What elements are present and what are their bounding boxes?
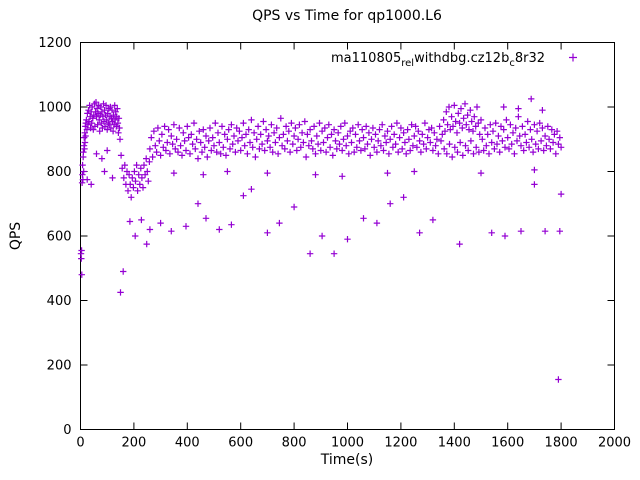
- chart-title: QPS vs Time for qp1000.L6: [252, 8, 442, 24]
- x-axis-label: Time(s): [320, 452, 374, 468]
- scatter-points: [77, 95, 565, 383]
- x-tick-label: 0: [76, 436, 84, 451]
- y-tick-labels: 0 200 400 600 800 1000 1200: [38, 36, 71, 438]
- y-tick-label: 800: [47, 165, 72, 180]
- axis-ticks: [80, 42, 615, 430]
- y-tick-label: 200: [47, 359, 72, 374]
- x-tick-label: 1600: [491, 436, 524, 451]
- x-tick-label: 1000: [331, 436, 364, 451]
- x-tick-label: 1200: [384, 436, 417, 451]
- x-tick-label: 2000: [598, 436, 631, 451]
- legend-label: ma110805relwithdbg.cz12bc8r32: [331, 51, 545, 69]
- x-tick-labels: 0 200 400 600 800 1000 1200 1400 1600 1800 2000: [76, 436, 631, 451]
- y-axis-label: QPS: [8, 221, 24, 251]
- y-tick-label: 400: [47, 294, 72, 309]
- x-tick-label: 200: [121, 436, 146, 451]
- legend: ma110805relwithdbg.cz12bc8r32: [331, 51, 577, 69]
- x-tick-label: 600: [228, 436, 253, 451]
- y-tick-label: 0: [63, 423, 71, 438]
- x-tick-label: 400: [175, 436, 200, 451]
- legend-marker-icon: [569, 53, 577, 62]
- y-tick-label: 600: [47, 230, 72, 245]
- x-tick-label: 1800: [545, 436, 578, 451]
- x-tick-label: 1400: [438, 436, 471, 451]
- y-tick-label: 1000: [38, 101, 71, 116]
- y-tick-label: 1200: [38, 36, 71, 51]
- x-tick-label: 800: [282, 436, 307, 451]
